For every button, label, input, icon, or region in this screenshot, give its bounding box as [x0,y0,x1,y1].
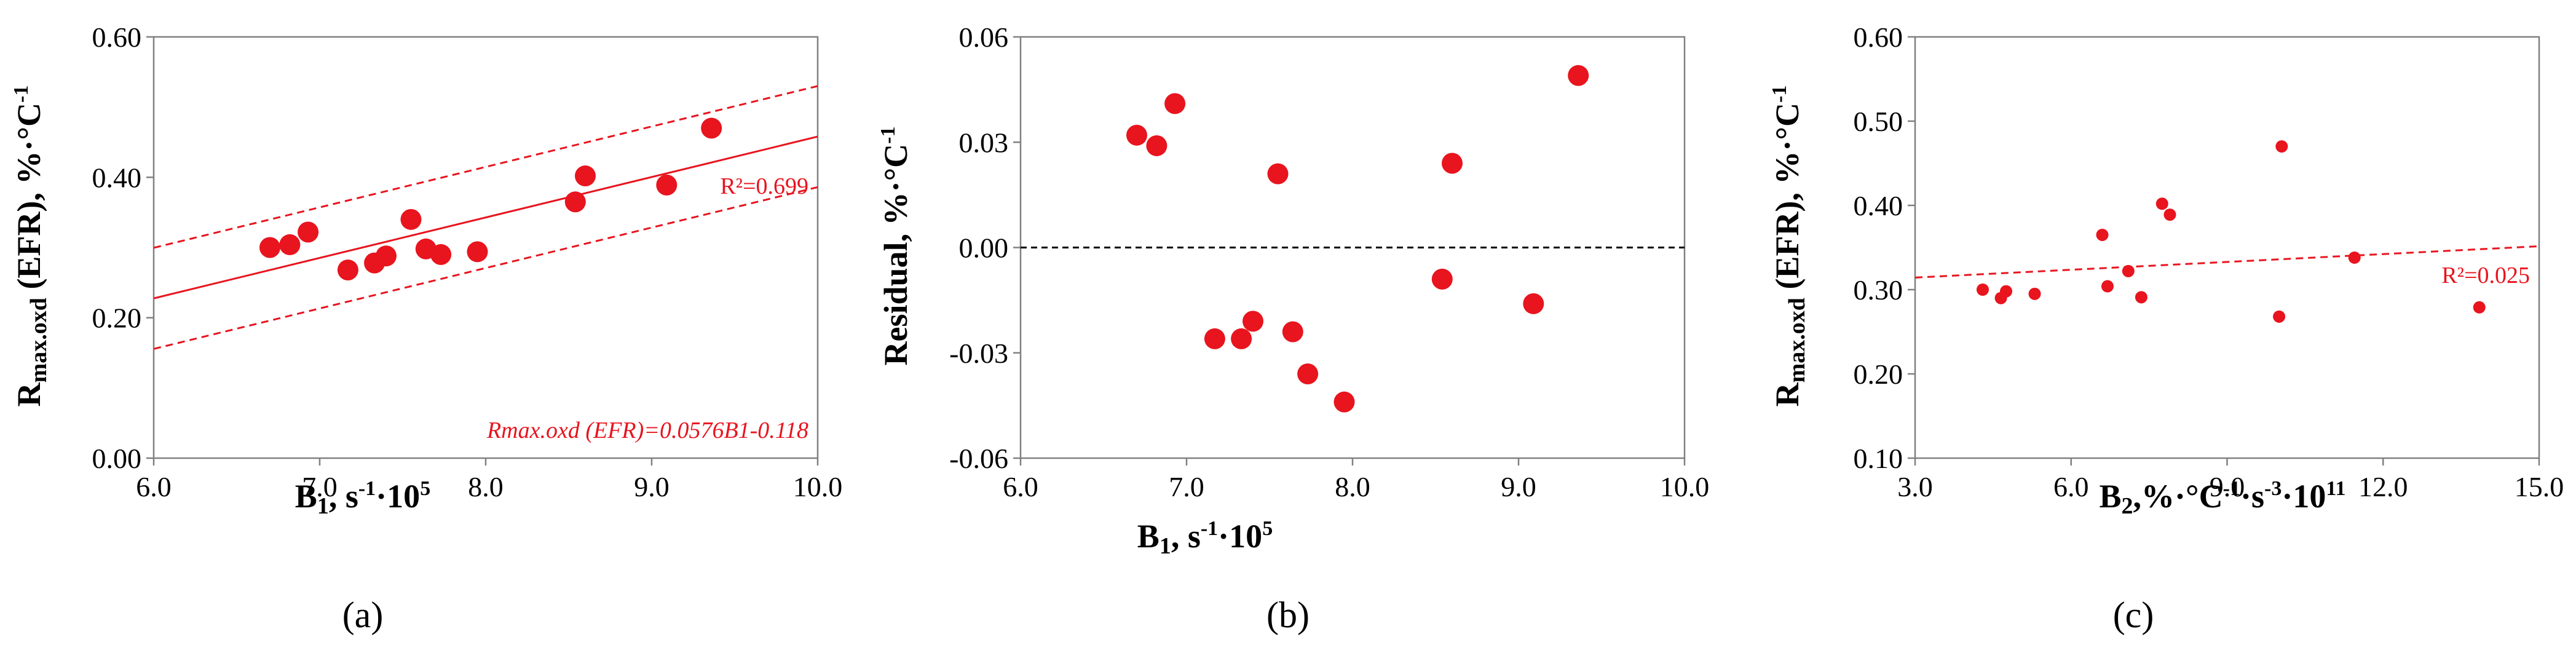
data-point [2473,301,2486,314]
y-tick-label: -0.03 [949,338,1008,369]
panel-a: Rmax.oxd (EFR), %·°C-1 B1, s-1·105 (a) 0… [10,22,842,635]
data-point [2096,228,2109,241]
panel-b: Residual, %·°C-1 B1, s-1·105 (b) -0.06 -0… [877,22,1709,635]
y-tick-label: 0.00 [959,232,1009,264]
data-point [1146,135,1167,156]
data-point [337,260,358,281]
y-tick-label: 0.10 [1854,443,1903,474]
data-point [1282,321,1303,343]
data-point [2028,287,2041,300]
prediction-band-upper [154,85,818,249]
data-point [467,241,488,263]
panel-a-x-axis-label: B1, s-1·105 [295,477,430,519]
data-point [1333,391,1355,413]
x-tick-label: 9.0 [634,471,670,502]
data-point [1442,153,1463,174]
panel-a-y-axis-label: Rmax.oxd (EFR), %·°C-1 [10,85,52,407]
x-tick-label: 8.0 [1335,471,1370,502]
data-point [575,165,596,187]
y-tick-label: 0.40 [1854,190,1903,221]
panel-a-label: (a) [342,595,384,635]
x-tick-label: 6.0 [2053,471,2089,502]
regression-line [154,135,818,299]
data-point [2273,310,2286,323]
data-point [701,117,722,139]
data-point [2155,197,2168,210]
data-point [1243,311,1263,332]
x-tick-label: 6.0 [136,471,172,502]
data-point [1231,328,1252,349]
x-tick-label: 15.0 [2515,471,2564,502]
y-tick-label: 0.60 [1854,22,1903,53]
data-point [279,234,301,255]
y-tick-label: 0.03 [959,127,1009,158]
x-tick-label: 6.0 [1003,471,1038,502]
panel-c-y-axis-label: Rmax.oxd (EFR), %·°C-1 [1768,85,1810,407]
x-tick-label: 3.0 [1897,471,1933,502]
data-point [259,237,280,258]
x-tick-label: 12.0 [2358,471,2408,502]
y-tick-label: 0.50 [1854,106,1903,137]
data-point [1568,65,1589,86]
y-tick-label: 0.30 [1854,274,1903,306]
data-point [1164,93,1186,114]
data-point [1204,328,1225,349]
x-tick-label: 10.0 [1660,471,1710,502]
data-point [298,221,319,243]
x-tick-label: 7.0 [302,471,338,502]
x-tick-label: 10.0 [793,471,843,502]
data-point [430,244,452,265]
y-tick-label: -0.06 [949,443,1008,474]
data-point [400,208,422,230]
panel-b-y-axis-label: Residual, %·°C-1 [877,127,914,366]
panel-c: Rmax.oxd (EFR), %·°C-1 B2,%·°C-1·s-3·101… [1768,22,2564,635]
x-tick-label: 8.0 [468,471,504,502]
y-tick-label: 0.40 [92,162,142,193]
r-squared-annotation: R²=0.025 [2441,263,2530,288]
y-tick-label: 0.20 [92,303,142,334]
data-point [1431,268,1453,290]
data-point [2275,140,2288,153]
data-point [376,245,397,267]
panel-c-frame [1914,36,2540,459]
data-point [564,191,586,213]
data-point [1523,293,1544,314]
regression-equation: Rmax.oxd (EFR)=0.0576B1-0.118 [486,418,808,443]
prediction-band-lower [154,186,818,350]
data-point [1976,283,1989,296]
data-point [1126,124,1147,146]
y-tick-label: 0.20 [1854,359,1903,390]
y-tick-label: 0.06 [959,22,1009,53]
trend-line [1915,245,2539,279]
r-squared-annotation: R²=0.699 [720,173,808,199]
x-tick-label: 9.0 [2210,471,2245,502]
x-tick-label: 9.0 [1501,471,1536,502]
data-point [2101,280,2114,293]
data-point [2135,291,2147,304]
y-tick-label: 0.00 [92,443,142,474]
panel-b-label: (b) [1266,595,1310,635]
data-point [2000,285,2013,298]
panel-c-label: (c) [2113,595,2154,635]
panel-b-x-axis-label: B1, s-1·105 [1137,517,1273,559]
data-point [2163,208,2176,221]
x-tick-label: 7.0 [1169,471,1204,502]
data-point [2348,251,2361,264]
panel-c-x-axis-label: B2,%·°C-1·s-3·1011 [2100,477,2346,519]
y-tick-label: 0.60 [92,22,142,53]
data-point [2122,264,2135,277]
data-point [1297,363,1319,384]
data-point [656,174,678,196]
data-point [1267,163,1289,184]
